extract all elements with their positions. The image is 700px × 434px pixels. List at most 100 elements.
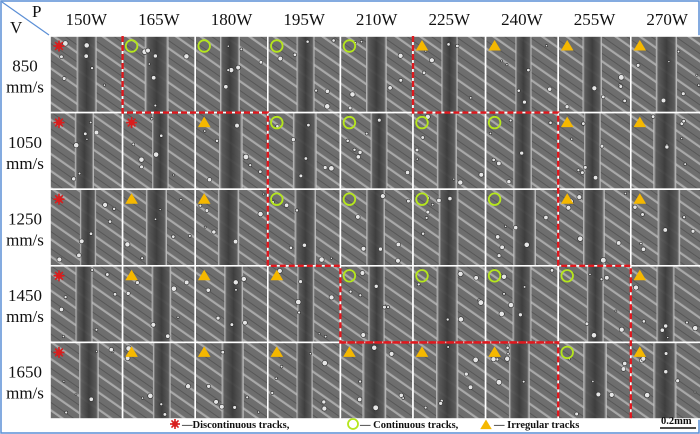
continuous-marker [270, 115, 284, 130]
speed-unit-label: mm/s [6, 307, 44, 326]
speed-value-label: 1650 [8, 363, 42, 382]
speed-value-label: 850 [12, 56, 38, 75]
irregular-marker [633, 40, 647, 51]
irregular-marker [197, 269, 211, 281]
speed-unit-label: mm/s [6, 77, 44, 96]
sem-cell [629, 341, 700, 420]
irregular-marker [125, 269, 138, 281]
irregular-marker [560, 116, 574, 128]
speed-value-label: 1050 [8, 133, 42, 152]
sem-cell [484, 264, 560, 344]
sem-cell [339, 264, 414, 344]
power-label: 240W [501, 10, 544, 29]
irregular-marker [633, 193, 647, 204]
irregular-marker [488, 40, 501, 51]
continuous-marker [415, 192, 429, 206]
sem-cell [121, 188, 196, 267]
sem-cell [194, 341, 269, 420]
sem-cell [49, 341, 124, 420]
sem-cell [49, 35, 124, 114]
sem-cell [629, 188, 700, 267]
power-label: 210W [356, 10, 399, 29]
sem-cell [266, 188, 342, 267]
sem-cell [412, 35, 487, 114]
sem-cell [194, 264, 269, 344]
sem-cell [629, 111, 700, 190]
sem-cell [121, 264, 196, 344]
sem-cell [49, 111, 124, 190]
sem-cell [121, 111, 196, 190]
continuous-marker [560, 345, 574, 360]
sem-cell [484, 35, 560, 114]
sem-cell [194, 111, 269, 190]
speed-unit-label: mm/s [6, 231, 44, 250]
speed-unit-label: mm/s [6, 384, 44, 403]
speed-value-label: 1250 [8, 210, 42, 229]
sem-cell [629, 264, 700, 344]
continuous-marker-icon [347, 418, 359, 430]
continuous-marker [342, 269, 357, 283]
power-label: 255W [574, 10, 617, 29]
sem-cell [121, 341, 196, 420]
continuous-marker [487, 192, 502, 206]
sem-cell [49, 264, 124, 344]
irregular-marker [270, 346, 284, 357]
sem-cell [412, 341, 487, 420]
power-label: 150W [66, 10, 109, 29]
sem-cell [484, 188, 560, 267]
irregular-marker [633, 269, 647, 281]
sem-cell [412, 111, 487, 190]
continuous-marker [487, 115, 502, 130]
sem-image-grid [49, 35, 700, 420]
sem-cell [557, 35, 632, 114]
sem-cell [121, 35, 196, 114]
sem-cell [266, 264, 342, 344]
irregular-marker [415, 40, 429, 51]
continuous-marker [342, 115, 357, 130]
sem-cell [266, 111, 342, 190]
irregular-marker [633, 346, 647, 357]
scale-bar: 0.2mm [660, 416, 696, 429]
irregular-marker [480, 419, 492, 430]
corner-p-label: P [32, 2, 41, 21]
continuous-marker [560, 269, 574, 283]
continuous-marker [347, 418, 359, 430]
continuous-marker [270, 39, 284, 53]
irregular-marker [197, 116, 211, 128]
sem-cell [484, 341, 560, 420]
sem-cell [557, 264, 632, 344]
power-label: 165W [138, 10, 181, 29]
sem-cell [339, 341, 414, 420]
continuous-marker [487, 269, 502, 283]
speed-header-column: 850 mm/s 1050 mm/s 1250 mm/s 1450 mm/s 1650 mm/s [6, 56, 44, 402]
sem-cell [266, 341, 342, 420]
discontinuous-marker [53, 346, 65, 358]
irregular-marker [343, 346, 356, 357]
scale-bar-label: 0.2mm [661, 416, 692, 427]
process-window-boundary-right [411, 36, 632, 419]
continuous-marker [342, 192, 357, 206]
speed-value-label: 1450 [8, 286, 42, 305]
continuous-marker [415, 269, 429, 283]
discontinuous-marker [53, 193, 65, 205]
sem-cell [49, 188, 124, 267]
irregular-marker [560, 193, 574, 204]
irregular-marker [270, 269, 284, 281]
irregular-marker [415, 346, 429, 357]
irregular-marker [125, 193, 138, 204]
legend: —Discontinuous tracks, — Continuous trac… [170, 418, 579, 431]
sem-cell [339, 111, 414, 190]
discontinuous-marker [126, 117, 138, 129]
power-label: 180W [211, 10, 254, 29]
sem-cell [412, 264, 487, 344]
continuous-marker [124, 39, 139, 53]
header-corner: V P [1, 1, 50, 37]
sem-cell [557, 111, 632, 190]
sem-cell [629, 35, 700, 114]
continuous-marker [415, 115, 429, 130]
sem-cell [194, 188, 269, 267]
discontinuous-marker [53, 40, 65, 52]
sem-cell [194, 35, 269, 114]
legend-discontinuous-label: —Discontinuous tracks, [181, 420, 290, 431]
speed-unit-label: mm/s [6, 154, 44, 173]
